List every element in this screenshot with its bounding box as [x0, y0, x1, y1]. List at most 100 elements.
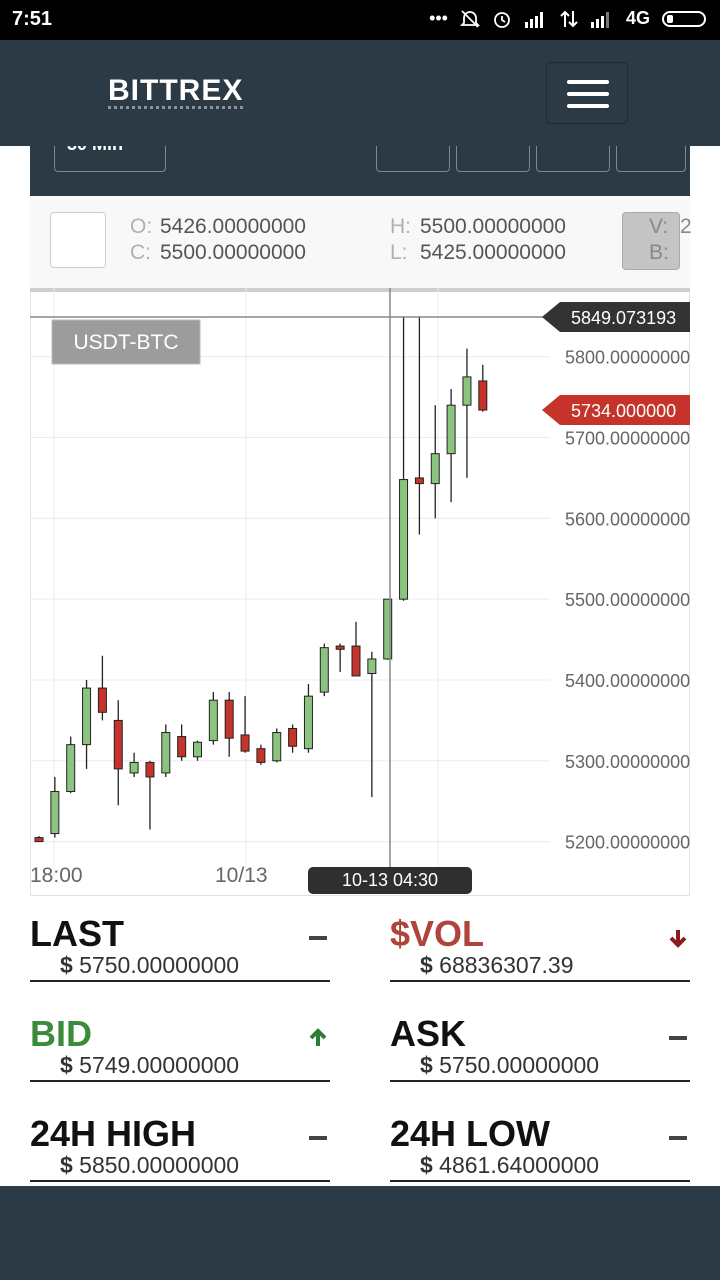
candle-body: [430, 453, 440, 485]
stat-label: BID: [30, 1013, 92, 1054]
candle: [97, 655, 107, 721]
x-tick-label: 18:00: [30, 864, 83, 887]
toolbar-button-4[interactable]: [616, 146, 686, 172]
status-icons: ••• 4G: [429, 8, 706, 29]
candle-body: [319, 647, 329, 693]
candle-body: [193, 741, 202, 758]
candle: [367, 651, 377, 798]
crosshair-price-text: 5849.073193: [571, 308, 676, 328]
stat-value: $ 5749.00000000: [60, 1052, 239, 1078]
stat-number: 5850.00000000: [72, 1152, 240, 1178]
candle: [208, 692, 218, 745]
candle: [224, 692, 234, 757]
candle: [478, 364, 488, 412]
stat-label: LAST: [30, 913, 124, 954]
candle-body: [335, 645, 345, 650]
currency-symbol: $: [60, 952, 73, 978]
base-label: B:: [649, 241, 669, 264]
interval-label: 30 Min: [67, 146, 123, 155]
chart-toolbar: 30 Min: [30, 146, 690, 196]
candle-body: [478, 380, 488, 411]
candle-body: [462, 376, 472, 406]
toolbar-button-1[interactable]: [376, 146, 450, 172]
candle-body: [97, 687, 107, 713]
alarm-icon: [494, 11, 510, 28]
status-time: 7:51: [12, 8, 53, 30]
candle: [399, 316, 409, 601]
stat-ask: ASK $ 5750.00000000: [390, 996, 690, 1082]
last-price-text: 5734.000000: [571, 401, 676, 421]
candle-body: [383, 598, 393, 660]
stat-value: $ 5750.00000000: [420, 1052, 599, 1078]
currency-symbol: $: [420, 952, 433, 978]
candle-body: [367, 658, 377, 675]
candle-body: [145, 761, 155, 778]
candle: [303, 684, 313, 753]
battery-icon: [662, 10, 706, 27]
close-label: C:: [130, 241, 151, 264]
status-bar: 7:51 ••• 4G: [0, 0, 720, 40]
stat-label: ASK: [390, 1013, 467, 1054]
stat-bid: BID $ 5749.00000000: [30, 996, 330, 1082]
candle: [446, 389, 456, 503]
y-tick-label: 5200.00000000: [565, 833, 690, 853]
candle: [161, 724, 171, 777]
chart-grid: [30, 288, 550, 878]
trend-flat-icon: [666, 1126, 690, 1150]
app-header: BITTREX: [0, 40, 720, 146]
crosshair-time-bg: [308, 867, 472, 894]
stat-number: 5749.00000000: [72, 1052, 240, 1078]
candle-body: [414, 477, 424, 485]
candle-body: [208, 699, 218, 742]
volume-box: V: B:: [622, 212, 680, 270]
volume-label: V:: [649, 215, 669, 238]
ohlc-panel: O: 5426.00000000 C: 5500.00000000 H: 550…: [30, 196, 692, 288]
crosshair-price-tag: 5849.073193: [542, 302, 690, 333]
interval-select-button[interactable]: 30 Min: [54, 146, 166, 172]
volume-value: 2: [680, 215, 692, 238]
candle-body: [303, 695, 313, 750]
candle-body: [129, 761, 139, 774]
candle: [145, 760, 155, 830]
candle-body: [34, 837, 44, 843]
y-tick-label: 5400.00000000: [565, 671, 690, 691]
stat-number: 4861.64000000: [432, 1152, 600, 1178]
market-label-bg: [51, 319, 201, 365]
currency-symbol: $: [420, 1152, 433, 1178]
candle: [177, 724, 187, 761]
candle: [462, 348, 472, 478]
toolbar-button-3[interactable]: [536, 146, 610, 172]
candlestick-chart[interactable]: 5800.00000000 5700.00000000 5600.00000000 5…: [30, 288, 690, 896]
chart-border: [30, 288, 690, 896]
crosshair-price-tag-shape: [542, 302, 690, 333]
candle: [383, 598, 393, 660]
low-label: L:: [390, 241, 408, 264]
stat-label: 24H LOW: [390, 1113, 551, 1154]
hamburger-menu-icon: [567, 80, 609, 84]
crosshair-time-tag: 10-13 04:30: [308, 867, 472, 894]
trend-flat-icon: [666, 1026, 690, 1050]
stat-24h-low: 24H LOW $ 4861.64000000: [390, 1096, 690, 1182]
candle-body: [240, 734, 250, 752]
market-label: USDT-BTC: [74, 331, 179, 354]
stat-number: 5750.00000000: [72, 952, 240, 978]
mute-icon: [459, 9, 480, 28]
candle-body: [288, 727, 298, 747]
candle-body: [224, 699, 234, 739]
signal-icon-2: [590, 11, 609, 28]
toolbar-button-2[interactable]: [456, 146, 530, 172]
app-logo[interactable]: BITTREX: [108, 74, 244, 109]
y-tick-label: 5500.00000000: [565, 590, 690, 610]
stat-value: $ 68836307.39: [420, 952, 574, 978]
hamburger-menu-button[interactable]: [546, 62, 628, 124]
candle: [351, 621, 361, 677]
stat-number: 68836307.39: [432, 952, 574, 978]
candle-body: [82, 687, 92, 746]
y-tick-label: 5600.00000000: [565, 509, 690, 529]
candle: [50, 776, 60, 838]
candle-body: [161, 732, 171, 774]
stat-value: $ 5850.00000000: [60, 1152, 239, 1178]
high-value: 5500.00000000: [420, 215, 566, 238]
signal-icon: [524, 11, 543, 28]
candle: [288, 724, 298, 753]
